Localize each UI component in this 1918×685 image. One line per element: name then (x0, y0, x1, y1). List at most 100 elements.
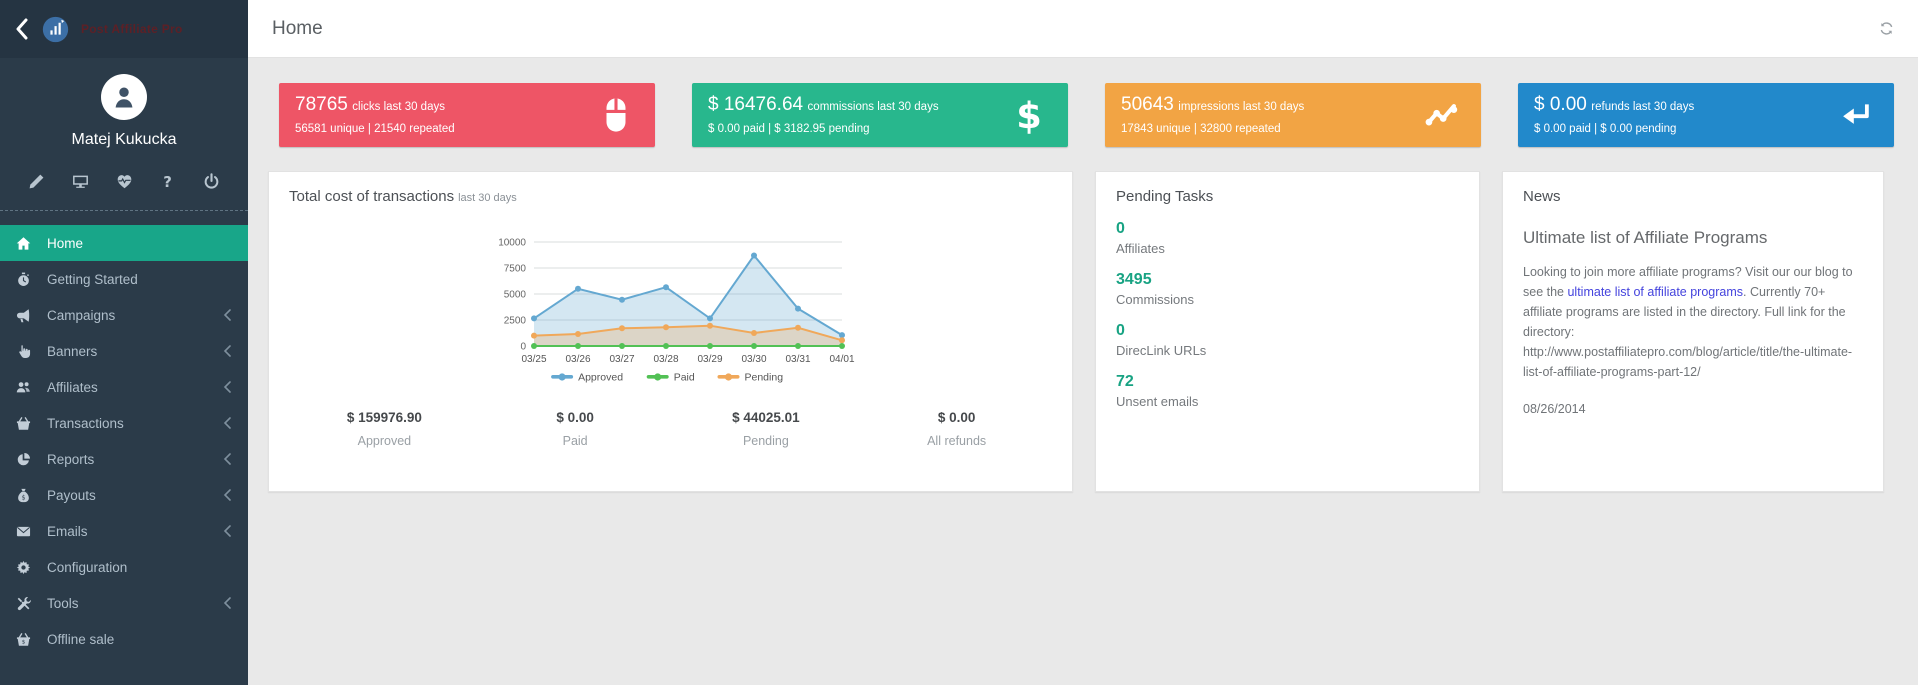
stat-caption: refunds last 30 days (1591, 101, 1695, 113)
monitor-icon[interactable] (72, 173, 89, 190)
summary-value: $ 44025.01 (732, 410, 800, 425)
news-panel: News Ultimate list of Affiliate Programs… (1502, 171, 1884, 492)
svg-text:$: $ (22, 639, 26, 645)
task-count-commissions: 3495 (1116, 271, 1152, 288)
transactions-chart: 0 2500 5000 7500 10000 03/25 03/26 03/27 03/28 03… (498, 238, 855, 384)
sidebar-item-campaigns[interactable]: Campaigns (0, 297, 248, 333)
panels-row: Total cost of transactions last 30 days 0… (268, 171, 1884, 492)
pencil-icon[interactable] (28, 173, 45, 190)
summary-paid: $ 0.00 Paid (480, 410, 671, 448)
svg-text:$: $ (22, 494, 26, 501)
news-date: 08/26/2014 (1523, 402, 1586, 416)
sidebar-item-label: Home (47, 235, 84, 251)
sidebar-menu: Home Getting Started Campaigns Banners A… (0, 225, 248, 657)
sidebar-item-payouts[interactable]: $ Payouts (0, 477, 248, 513)
svg-text:03/28: 03/28 (653, 354, 678, 365)
sidebar-item-reports[interactable]: Reports (0, 441, 248, 477)
power-icon[interactable] (203, 173, 220, 190)
stat-card-line1: $ 0.00 refunds last 30 days (1534, 94, 1878, 116)
sidebar-item-banners[interactable]: Banners (0, 333, 248, 369)
sidebar-item-label: Payouts (47, 487, 96, 503)
top-header: Home (248, 0, 1918, 58)
task-count-unsent-emails: 72 (1116, 373, 1134, 390)
stat-card-commissions: $ 16476.64 commissions last 30 days $ 0.… (692, 83, 1068, 147)
stat-caption: clicks last 30 days (352, 101, 445, 113)
transactions-panel-header: Total cost of transactions last 30 days (289, 188, 1052, 206)
sidebar-item-transactions[interactable]: Transactions (0, 405, 248, 441)
back-chevron-icon[interactable] (14, 18, 30, 40)
chevron-left-icon (223, 417, 232, 429)
sidebar-divider (0, 210, 248, 211)
svg-text:10000: 10000 (498, 238, 526, 249)
sidebar-item-configuration[interactable]: Configuration (0, 549, 248, 585)
stat-caption: commissions last 30 days (807, 101, 939, 113)
envelope-icon (16, 524, 31, 539)
stat-value: 78765 (295, 94, 348, 115)
sidebar-item-affiliates[interactable]: Affiliates (0, 369, 248, 405)
summary-label: Paid (562, 434, 588, 448)
return-arrow-icon (1836, 96, 1874, 134)
dollar-icon: $ (1010, 96, 1048, 134)
chevron-left-icon (223, 525, 232, 537)
panel-title: Total cost of transactions (289, 188, 455, 205)
stat-value: 50643 (1121, 94, 1174, 115)
app-logo-icon (42, 16, 69, 43)
stat-subtext: $ 0.00 paid | $ 0.00 pending (1534, 123, 1677, 135)
sidebar-item-emails[interactable]: Emails (0, 513, 248, 549)
chevron-left-icon (223, 381, 232, 393)
page-title: Home (272, 17, 323, 39)
news-article-link[interactable]: ultimate list of affiliate programs (1567, 285, 1744, 299)
svg-text:03/26: 03/26 (565, 354, 590, 365)
svg-text:03/31: 03/31 (785, 354, 810, 365)
person-icon (110, 83, 138, 111)
summary-value: $ 159976.90 (346, 410, 422, 425)
basket-icon (16, 416, 31, 431)
news-body-text: . Currently 70+ affiliate programs are l… (1523, 285, 1853, 379)
refresh-icon[interactable] (1879, 21, 1894, 36)
sidebar: Post Affiliate Pro Matej Kukucka ? Home … (0, 0, 248, 685)
stat-card-impressions: 50643 impressions last 30 days 17843 uni… (1105, 83, 1481, 147)
task-label: DirecLink URLs (1116, 343, 1207, 358)
svg-text:04/01: 04/01 (829, 354, 854, 365)
user-name: Matej Kukucka (71, 131, 177, 148)
cart-icon: $ (16, 632, 31, 647)
money-bag-icon: $ (16, 488, 31, 503)
sidebar-item-label: Configuration (47, 559, 128, 575)
chart-line-icon (1423, 96, 1461, 134)
sidebar-item-tools[interactable]: Tools (0, 585, 248, 621)
news-article-title: Ultimate list of Affiliate Programs (1523, 228, 1768, 247)
sidebar-item-getting-started[interactable]: Getting Started (0, 261, 248, 297)
sidebar-item-label: Banners (47, 343, 98, 359)
stat-card-line1: 78765 clicks last 30 days (295, 94, 639, 116)
svg-text:03/25: 03/25 (521, 354, 546, 365)
hand-pointer-icon (16, 344, 31, 359)
news-title: News (1523, 188, 1561, 205)
bullhorn-icon (16, 308, 31, 323)
chart-container: 0 2500 5000 7500 10000 03/25 03/26 03/27 03/28 03… (289, 232, 1052, 390)
stat-card-refunds: $ 0.00 refunds last 30 days $ 0.00 paid … (1518, 83, 1894, 147)
sidebar-item-label: Getting Started (47, 271, 138, 287)
svg-text:7500: 7500 (503, 264, 526, 275)
question-icon[interactable]: ? (159, 173, 176, 190)
stat-value: $ 16476.64 (708, 94, 804, 115)
pending-tasks-title: Pending Tasks (1116, 188, 1214, 205)
chevron-left-icon (223, 489, 232, 501)
svg-text:5000: 5000 (503, 290, 526, 301)
sidebar-item-label: Emails (47, 523, 88, 539)
pie-chart-icon (16, 452, 31, 467)
stat-subtext: $ 0.00 paid | $ 3182.95 pending (708, 123, 870, 135)
chevron-left-icon (223, 345, 232, 357)
brand-text: Post Affiliate Pro (81, 22, 183, 36)
panel-title-suffix: last 30 days (458, 192, 517, 204)
transactions-panel: Total cost of transactions last 30 days 0… (268, 171, 1073, 492)
summary-all-refunds: $ 0.00 All refunds (861, 410, 1052, 448)
sidebar-item-label: Campaigns (47, 307, 116, 323)
heartbeat-icon[interactable] (116, 173, 133, 190)
sidebar-item-home[interactable]: Home (0, 225, 248, 261)
sidebar-item-label: Offline sale (47, 631, 115, 647)
summary-value: $ 0.00 (937, 410, 976, 425)
stat-value: $ 0.00 (1534, 94, 1587, 115)
sidebar-item-offline-sale[interactable]: $ Offline sale (0, 621, 248, 657)
news-article-body: Looking to join more affiliate programs?… (1523, 262, 1853, 382)
sidebar-item-label: Affiliates (47, 379, 98, 395)
